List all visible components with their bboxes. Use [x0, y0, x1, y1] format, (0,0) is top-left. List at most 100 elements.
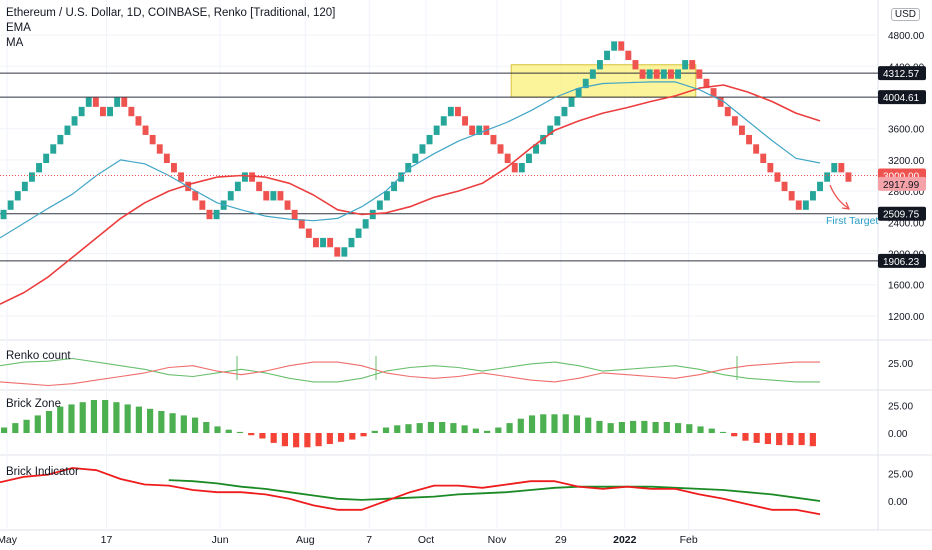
chart-title: Ethereum / U.S. Dollar, 1D, COINBASE, Re…: [6, 7, 336, 19]
brick-indicator-tick: 25.00: [888, 470, 913, 481]
renko-brick-down: [795, 200, 802, 210]
brick-zone-bar-negative: [764, 433, 772, 444]
brick-zone-bar-positive: [214, 426, 221, 433]
renko-brick-up: [604, 50, 610, 61]
renko-brick-down: [156, 144, 163, 154]
brick-zone-bar-negative: [248, 433, 255, 436]
renko-brick-up: [533, 144, 539, 154]
first-target-annotation: First Target: [826, 215, 879, 227]
renko-brick-up: [376, 200, 383, 210]
renko-brick-up: [646, 69, 653, 79]
brick-zone-bar-positive: [23, 419, 30, 433]
previous-close-label-bg: [878, 176, 926, 191]
time-tick-label: May: [0, 534, 18, 546]
renko-brick-up: [64, 125, 71, 135]
time-tick-label: 17: [101, 534, 113, 546]
renko-brick-up: [29, 172, 35, 182]
brick-zone-bar-positive: [169, 413, 176, 433]
brick-zone-bar-positive: [495, 427, 502, 433]
renko-brick-up: [433, 125, 440, 135]
renko-brick-down: [277, 191, 284, 201]
renko-count-red-line: [0, 361, 820, 387]
brick-indicator-green-line: [168, 479, 821, 502]
brick-zone-bar-positive: [708, 428, 715, 433]
time-tick-label: Jun: [212, 534, 229, 546]
renko-brick-up: [270, 191, 277, 201]
renko-count-tick: 25.00: [888, 359, 913, 370]
renko-brick-down: [739, 125, 745, 135]
brick-zone-tick: 0.00: [888, 429, 908, 440]
renko-brick-up: [561, 106, 568, 117]
brick-zone-bar-positive: [585, 417, 592, 433]
level-label-bg: [878, 66, 926, 81]
level-label-bg: [878, 206, 926, 221]
renko-brick-down: [92, 97, 99, 107]
renko-brick-down: [618, 41, 625, 51]
renko-brick-up: [675, 69, 681, 79]
renko-brick-up: [589, 69, 596, 79]
renko-brick-down: [263, 191, 270, 201]
brick-zone-bar-positive: [124, 404, 131, 433]
brick-zone-bar-positive: [203, 422, 210, 433]
renko-brick-up: [242, 172, 248, 182]
renko-brick-up: [341, 247, 348, 257]
renko-brick-down: [710, 88, 717, 98]
renko-brick-up: [447, 106, 454, 117]
renko-brick-down: [753, 144, 760, 154]
brick-zone-bar-positive: [472, 428, 479, 433]
renko-brick-down: [703, 78, 710, 89]
renko-brick-up: [568, 97, 575, 107]
renko-brick-down: [305, 228, 312, 238]
ema-line: [0, 81, 821, 239]
time-tick-label: 2022: [613, 534, 637, 546]
renko-brick-down: [838, 163, 845, 173]
renko-brick-down: [142, 125, 149, 135]
renko-brick-down: [178, 172, 184, 182]
brick-zone-bar-positive: [697, 426, 704, 433]
renko-brick-up: [440, 116, 447, 126]
price-tick-label: 2800.00: [888, 187, 925, 198]
currency-badge[interactable]: USD: [890, 8, 920, 21]
renko-brick-down: [490, 134, 497, 145]
renko-brick-down: [149, 134, 156, 145]
renko-brick-down: [171, 163, 177, 173]
renko-brick-up: [7, 200, 14, 210]
renko-brick-down: [760, 153, 767, 164]
renko-brick-down: [632, 60, 639, 70]
brick-zone-bar-positive: [102, 400, 109, 433]
renko-brick-down: [163, 153, 170, 164]
brick-zone-bar-negative: [731, 433, 738, 437]
renko-brick-down: [135, 116, 142, 126]
renko-brick-up: [36, 163, 42, 173]
renko-brick-down: [121, 97, 128, 107]
renko-brick-up: [405, 163, 412, 173]
renko-brick-up: [802, 200, 809, 210]
brick-zone-bar-negative: [293, 433, 300, 448]
target-arrow-head: [841, 201, 851, 210]
renko-brick-up: [810, 191, 816, 201]
renko-brick-up: [0, 209, 7, 220]
renko-brick-up: [43, 153, 50, 164]
ma-legend[interactable]: MA: [6, 37, 24, 49]
brick-zone-bar-negative: [349, 433, 356, 440]
renko-brick-up: [554, 116, 561, 126]
brick-zone-bar-negative: [742, 433, 749, 441]
renko-brick-up: [21, 181, 28, 192]
brick-zone-bar-positive: [573, 415, 581, 433]
renko-brick-up: [682, 60, 689, 70]
price-tick-label: 1200.00: [888, 312, 925, 323]
brick-zone-bar-positive: [68, 404, 75, 433]
renko-brick-down: [128, 106, 135, 117]
renko-brick-up: [362, 219, 369, 229]
ema-legend[interactable]: EMA: [6, 22, 31, 34]
previous-close-label: 2917.99: [883, 180, 920, 191]
brick-zone-bar-positive: [719, 431, 727, 433]
renko-brick-up: [384, 191, 390, 201]
renko-brick-down: [256, 181, 263, 192]
brick-zone-bar-positive: [663, 422, 670, 433]
brick-zone-bar-negative: [798, 433, 805, 446]
renko-brick-down: [497, 144, 504, 154]
target-arrow: [829, 184, 849, 209]
brick-zone-bar-positive: [57, 406, 64, 433]
